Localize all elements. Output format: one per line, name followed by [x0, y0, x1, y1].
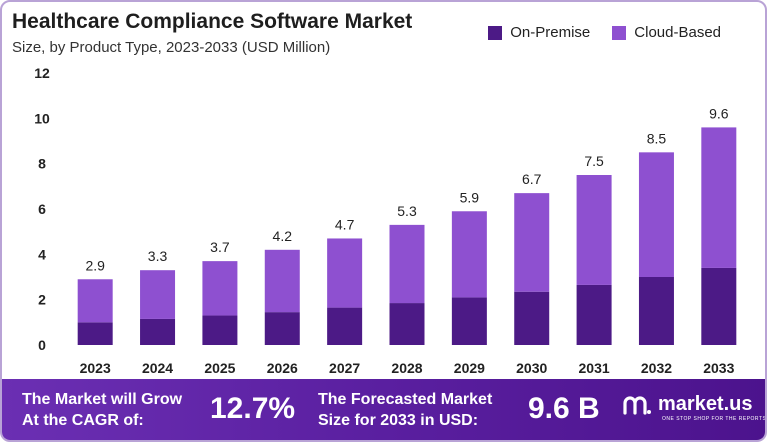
forecast-text-line1: The Forecasted Market: [318, 391, 493, 408]
cagr-value: 12.7%: [210, 392, 296, 425]
cagr-text-line1: The Market will Grow: [22, 391, 183, 408]
bar-segment-on-premise: [77, 322, 113, 345]
cagr-text-line2: At the CAGR of:: [22, 412, 144, 429]
x-tick-label: 2024: [142, 360, 173, 376]
legend: On-Premise Cloud-Based: [474, 24, 721, 41]
bar-segment-cloud-based: [638, 152, 674, 277]
bar-total-label: 6.7: [522, 171, 542, 187]
y-tick-label: 0: [38, 337, 46, 353]
bar-total-label: 2.9: [85, 257, 105, 273]
x-tick-label: 2023: [80, 360, 111, 376]
brand-tagline: ONE STOP SHOP FOR THE REPORTS: [662, 416, 767, 422]
bar-total-label: 8.5: [647, 130, 667, 146]
bar-segment-cloud-based: [202, 261, 238, 316]
chart-subtitle: Size, by Product Type, 2023-2033 (USD Mi…: [12, 39, 331, 56]
bar-segment-cloud-based: [77, 279, 113, 323]
bar-segment-on-premise: [264, 312, 300, 345]
legend-swatch-on-premise: [488, 25, 503, 40]
legend-item-on-premise: On-Premise: [488, 24, 590, 41]
brand-logo: market.us ONE STOP SHOP FOR THE REPORTS: [622, 393, 765, 422]
bar-total-label: 4.2: [273, 228, 293, 244]
x-tick-label: 2029: [454, 360, 485, 376]
x-tick-label: 2033: [703, 360, 734, 376]
footer-banner: The Market will Grow At the CAGR of: 12.…: [2, 379, 765, 440]
bar-segment-cloud-based: [451, 211, 487, 298]
legend-item-cloud-based: Cloud-Based: [612, 24, 721, 41]
legend-label-cloud-based: Cloud-Based: [634, 24, 721, 41]
forecast-text: The Forecasted Market Size for 2033 in U…: [318, 389, 492, 431]
bar-segment-cloud-based: [514, 193, 550, 292]
bar-segment-on-premise: [389, 303, 425, 345]
x-tick-label: 2032: [641, 360, 672, 376]
bar-total-label: 5.3: [397, 203, 417, 219]
x-tick-label: 2026: [267, 360, 298, 376]
bar-segment-cloud-based: [576, 175, 612, 285]
x-tick-label: 2031: [579, 360, 610, 376]
market-us-logo-icon: [623, 395, 651, 415]
bar-segment-on-premise: [327, 307, 363, 345]
chart-title: Healthcare Compliance Software Market: [12, 10, 413, 33]
bar-segment-cloud-based: [701, 127, 737, 268]
forecast-value: 9.6 B: [528, 392, 600, 425]
x-tick-label: 2027: [329, 360, 360, 376]
bar-segment-on-premise: [638, 277, 674, 345]
bar-segment-on-premise: [451, 297, 487, 345]
bar-segment-cloud-based: [264, 249, 300, 313]
bar-segment-on-premise: [202, 315, 238, 345]
y-tick-label: 12: [34, 65, 50, 81]
bar-segment-on-premise: [576, 284, 612, 345]
bar-segment-on-premise: [514, 291, 550, 345]
forecast-text-line2: Size for 2033 in USD:: [318, 412, 479, 429]
legend-swatch-cloud-based: [612, 25, 627, 40]
legend-label-on-premise: On-Premise: [510, 24, 591, 41]
bar-total-label: 4.7: [335, 216, 355, 232]
y-tick-label: 6: [38, 201, 46, 217]
bar-segment-cloud-based: [140, 270, 176, 319]
y-tick-label: 2: [38, 292, 46, 308]
bar-chart: 0 2 4 6 8 10 12 2.9 2023 3.3 2024 3.7 2025 4.2 2026 4.7…: [34, 65, 737, 376]
bar-segment-cloud-based: [327, 238, 363, 308]
bar-total-label: 3.3: [148, 248, 168, 264]
x-tick-label: 2030: [516, 360, 547, 376]
cagr-text: The Market will Grow At the CAGR of:: [22, 389, 182, 431]
x-tick-label: 2025: [204, 360, 235, 376]
y-tick-label: 8: [38, 156, 46, 172]
bar-segment-on-premise: [701, 267, 737, 345]
bar-total-label: 9.6: [709, 105, 729, 121]
bar-total-label: 3.7: [210, 239, 230, 255]
brand-name: market.us: [658, 393, 753, 415]
bar-segment-on-premise: [140, 318, 176, 345]
x-tick-label: 2028: [391, 360, 422, 376]
bar-segment-cloud-based: [389, 224, 425, 304]
y-tick-label: 10: [34, 110, 50, 126]
y-tick-label: 4: [38, 246, 46, 262]
bar-total-label: 5.9: [460, 189, 480, 205]
bar-total-label: 7.5: [584, 153, 604, 169]
